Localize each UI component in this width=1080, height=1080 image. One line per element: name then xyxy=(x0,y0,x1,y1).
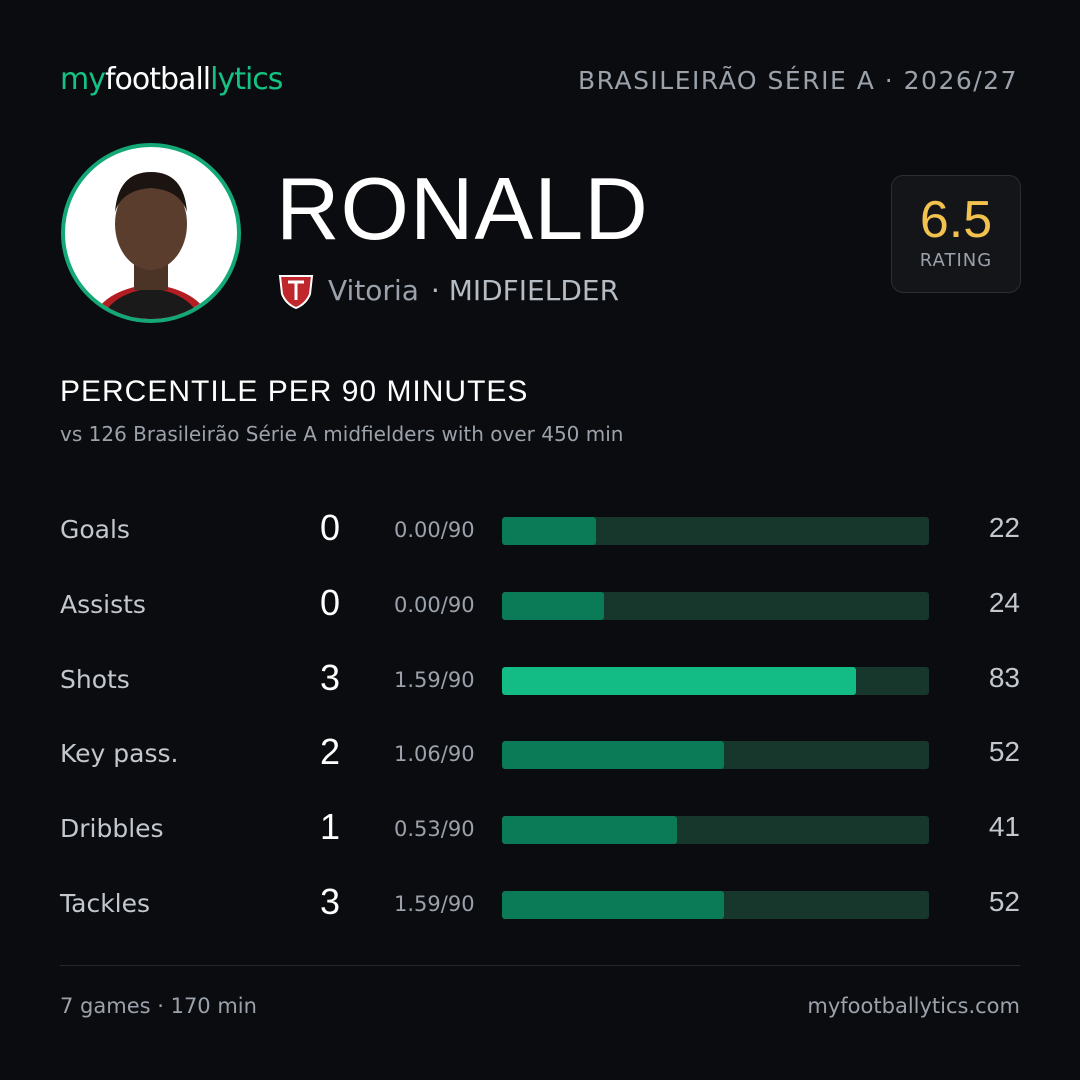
stat-value: 1 xyxy=(319,806,341,848)
club: Vitoria xyxy=(328,273,419,307)
percentile-bar xyxy=(502,816,678,845)
bar-track xyxy=(502,666,929,695)
summary: 7 games · 170 min xyxy=(60,994,257,1018)
stat-name: Assists xyxy=(60,589,146,619)
percentile-bar xyxy=(502,517,596,545)
stat-per90: 1.59/90 xyxy=(394,892,475,916)
logo: myfootballlytics xyxy=(60,62,283,97)
logo-part: my xyxy=(60,62,106,97)
percentile: 22 xyxy=(988,512,1020,543)
section-subtitle: vs 126 Brasileirão Série A midfielders w… xyxy=(60,422,624,446)
percentile: 52 xyxy=(988,736,1020,768)
percentile-bar xyxy=(502,591,605,620)
league: BRASILEIRÃO SÉRIE A · 2026/27 xyxy=(577,66,1018,95)
bar-track xyxy=(502,517,929,545)
stat-per90: 0.53/90 xyxy=(394,817,475,842)
percentile: 24 xyxy=(988,586,1020,618)
percentile-bar xyxy=(502,891,725,919)
club-badge xyxy=(278,275,314,310)
bar-track xyxy=(502,816,929,845)
stat-value: 0 xyxy=(319,507,341,548)
stat-value: 3 xyxy=(319,656,341,698)
position: · MIDFIELDER xyxy=(430,273,620,307)
divider xyxy=(60,965,1020,966)
player-photo xyxy=(61,143,241,323)
section-title: PERCENTILE PER 90 MINUTES xyxy=(60,375,529,408)
stat-name: Tackles xyxy=(60,889,151,918)
stat-per90: 1.06/90 xyxy=(394,742,475,767)
site: myfootballytics.com xyxy=(807,994,1020,1018)
stat-name: Goals xyxy=(60,515,130,544)
percentile-bar xyxy=(502,666,857,695)
bar-track xyxy=(502,891,929,919)
stat-per90: 1.59/90 xyxy=(394,667,475,692)
stat-name: Key pass. xyxy=(60,739,179,769)
stat-row: Dribbles 1 0.53/90 41 xyxy=(60,806,1020,850)
stat-row: Assists 0 0.00/90 24 xyxy=(60,582,1020,626)
logo-part: lytics xyxy=(210,62,283,97)
club-line: Vitoria · MIDFIELDER xyxy=(276,270,619,310)
stat-value: 3 xyxy=(319,881,341,922)
stat-name: Shots xyxy=(60,664,130,694)
stat-name: Dribbles xyxy=(60,814,164,844)
bar-track xyxy=(502,591,929,620)
stat-per90: 0.00/90 xyxy=(394,518,475,542)
percentile: 83 xyxy=(988,661,1020,693)
percentile: 41 xyxy=(988,811,1020,843)
percentile: 52 xyxy=(988,886,1020,917)
stat-per90: 0.00/90 xyxy=(394,592,475,617)
percentile-bar xyxy=(502,741,725,770)
rating-label: RATING xyxy=(919,250,993,271)
stat-row: Key pass. 2 1.06/90 52 xyxy=(60,731,1020,775)
stat-value: 2 xyxy=(319,731,341,773)
bar-track xyxy=(502,741,929,770)
stat-value: 0 xyxy=(319,581,341,623)
stat-row: Shots 3 1.59/90 83 xyxy=(60,657,1020,701)
logo-part: football xyxy=(104,62,211,97)
stat-row: Tackles 3 1.59/90 52 xyxy=(60,881,1020,925)
rating: 6.5 xyxy=(919,191,993,249)
player-name: RONALD xyxy=(276,159,649,258)
stat-row: Goals 0 0.00/90 22 xyxy=(60,507,1020,551)
rating-box: 6.5 RATING xyxy=(891,175,1021,293)
